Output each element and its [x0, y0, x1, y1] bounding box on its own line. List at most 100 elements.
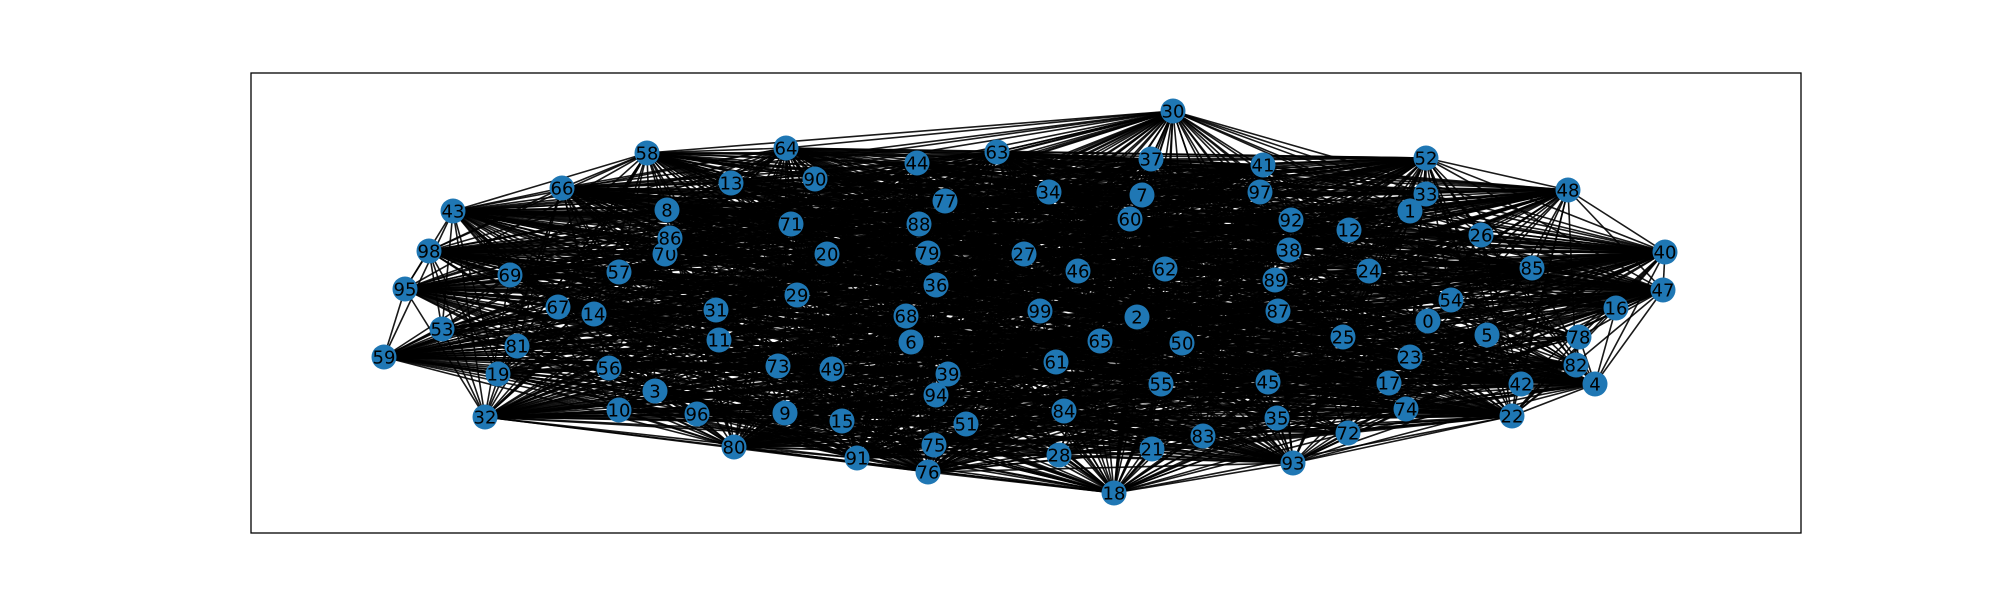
node-24: 24: [1356, 258, 1382, 284]
node-circle: [1087, 328, 1113, 354]
node-label: 31: [705, 301, 728, 322]
node-circle: [819, 356, 845, 382]
edge-85-86: [669, 237, 1533, 269]
node-69: 69: [497, 262, 523, 288]
node-circle: [549, 175, 575, 201]
edge-62-80: [733, 268, 1166, 448]
node-circle: [1499, 403, 1525, 429]
edge-57-9: [618, 271, 786, 414]
node-label: 0: [1422, 312, 1433, 333]
edge-42-63: [996, 151, 1522, 385]
edge-51-61: [965, 361, 1057, 425]
node-circle: [906, 211, 932, 237]
node-label: 85: [1521, 259, 1544, 280]
edge-40-87: [1277, 251, 1666, 312]
node-label: 54: [1440, 291, 1463, 312]
edge-61-74: [1055, 361, 1407, 410]
edge-37-44: [916, 158, 1152, 164]
node-label: 33: [1415, 185, 1438, 206]
node-circle: [706, 327, 732, 353]
node-circle: [429, 316, 455, 342]
node-label: 73: [767, 357, 790, 378]
node-label: 99: [1029, 302, 1052, 323]
edge-28-83: [1058, 435, 1204, 456]
node-40: 40: [1652, 239, 1678, 265]
node-16: 16: [1603, 295, 1629, 321]
node-17: 17: [1376, 370, 1402, 396]
node-18: 18: [1101, 480, 1127, 506]
node-circle: [1280, 450, 1306, 476]
node-circle: [581, 301, 607, 327]
node-33: 33: [1413, 181, 1439, 207]
edge-31-35: [715, 309, 1278, 419]
edge-72-92: [1290, 219, 1349, 434]
edge-79-92: [927, 219, 1292, 254]
edge-47-48: [1567, 189, 1664, 291]
node-39: 39: [935, 361, 961, 387]
node-96: 96: [684, 401, 710, 427]
edge-86-92: [669, 219, 1292, 239]
edge-30-64: [785, 110, 1174, 149]
edge-24-85: [1368, 267, 1533, 272]
node-circle: [497, 262, 523, 288]
edge-26-52: [1425, 157, 1482, 236]
node-circle: [1117, 206, 1143, 232]
edge-64-70: [664, 147, 787, 255]
node-9: 9: [772, 400, 798, 426]
node-88: 88: [906, 211, 932, 237]
node-38: 38: [1276, 237, 1302, 263]
node-circle: [1582, 371, 1608, 397]
edge-60-61: [1055, 218, 1131, 363]
node-circle: [1652, 239, 1678, 265]
node-47: 47: [1650, 277, 1676, 303]
node-circle: [915, 240, 941, 266]
node-61: 61: [1043, 349, 1069, 375]
node-circle: [596, 355, 622, 381]
node-circle: [1129, 182, 1155, 208]
node-label: 18: [1103, 484, 1126, 505]
node-circle: [932, 188, 958, 214]
node-label: 64: [775, 139, 798, 160]
node-label: 92: [1280, 211, 1303, 232]
node-label: 93: [1282, 454, 1305, 475]
node-91: 91: [844, 445, 870, 471]
node-99: 99: [1027, 298, 1053, 324]
node-label: 48: [1557, 181, 1580, 202]
edge-45-57: [618, 271, 1269, 383]
node-80: 80: [721, 434, 747, 460]
edge-22-93: [1292, 415, 1513, 464]
node-label: 47: [1652, 281, 1675, 302]
node-circle: [1250, 152, 1276, 178]
edge-37-66: [561, 158, 1152, 189]
node-circle: [1356, 258, 1382, 284]
edge-9-98: [428, 250, 786, 414]
node-circle: [1264, 405, 1290, 431]
edge-32-53: [441, 328, 486, 418]
node-label: 74: [1395, 400, 1418, 421]
node-label: 23: [1399, 348, 1422, 369]
node-label: 77: [934, 192, 957, 213]
node-label: 26: [1470, 226, 1493, 247]
node-label: 36: [925, 276, 948, 297]
node-circle: [1508, 371, 1534, 397]
edge-52-65: [1099, 157, 1427, 342]
node-circle: [1335, 420, 1361, 446]
node-circle: [440, 198, 466, 224]
node-22: 22: [1499, 403, 1525, 429]
edge-22-45: [1267, 381, 1513, 417]
edge-75-99: [933, 310, 1041, 446]
node-label: 11: [708, 331, 731, 352]
edge-33-55: [1160, 193, 1427, 385]
node-label: 14: [583, 305, 606, 326]
edge-90-93: [814, 178, 1294, 464]
node-30: 30: [1160, 98, 1186, 124]
edge-34-61: [1048, 191, 1057, 363]
edge-22-91: [856, 415, 1513, 459]
edge-37-58: [646, 152, 1152, 160]
edge-15-51: [841, 420, 967, 425]
node-label: 35: [1266, 409, 1289, 430]
node-55: 55: [1148, 371, 1174, 397]
node-98: 98: [416, 238, 442, 264]
node-74: 74: [1393, 396, 1419, 422]
